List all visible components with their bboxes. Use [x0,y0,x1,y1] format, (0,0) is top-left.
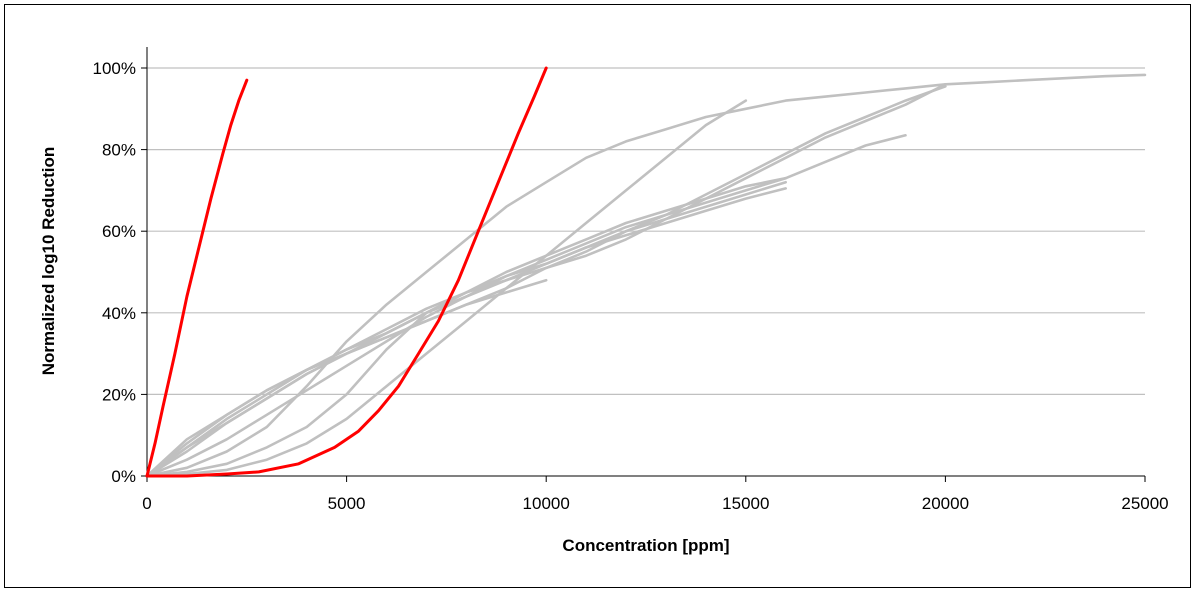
x-tick-label: 20000 [922,494,969,513]
y-tick-label: 80% [102,141,136,160]
x-tick-label: 10000 [523,494,570,513]
series-line [145,134,907,478]
y-tick-label: 20% [102,385,136,404]
y-axis-title: Normalized log10 Reduction [39,147,58,376]
series-line [145,73,1147,478]
y-tick-label: 0% [111,467,136,486]
gridlines [147,67,1145,395]
x-tick-label: 0 [142,494,151,513]
y-tick-label: 60% [102,222,136,241]
y-tick-label: 100% [93,59,136,78]
series-line [145,99,748,478]
y-tick-label: 40% [102,304,136,323]
x-tick-label: 5000 [328,494,366,513]
x-tick-label: 15000 [722,494,769,513]
x-axis-title: Concentration [ppm] [562,536,729,555]
series-line-highlight [145,78,249,478]
ticks: 0% 20% 40% 60% 80% 100% 0 5000 10000 15000 20000 25… [93,59,1169,513]
series-line-highlight [145,66,548,478]
x-tick-label: 25000 [1121,494,1168,513]
series-line [145,176,788,478]
chart-frame [4,4,1191,588]
series [145,66,1147,478]
series-line [145,278,548,478]
series-line [145,180,788,478]
axes [146,47,1145,477]
